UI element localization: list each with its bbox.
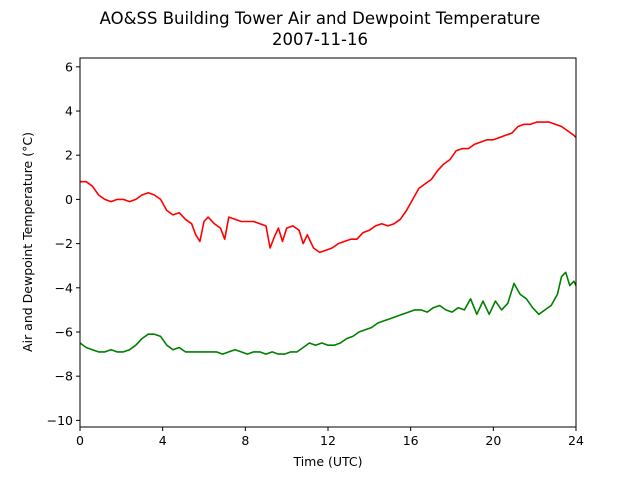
y-tick-label: 0 xyxy=(65,192,73,207)
y-tick-label: −8 xyxy=(55,369,73,384)
y-axis-label: Air and Dewpoint Temperature (°C) xyxy=(20,132,35,352)
x-tick-label: 12 xyxy=(320,433,336,448)
chart-subtitle: 2007-11-16 xyxy=(272,30,368,49)
series-line-1 xyxy=(79,271,577,355)
x-tick-label: 24 xyxy=(568,433,584,448)
y-tick-label: −6 xyxy=(55,324,73,339)
x-tick-label: 8 xyxy=(241,433,249,448)
x-tick-label: 0 xyxy=(76,433,84,448)
y-tick-label: 4 xyxy=(65,104,73,119)
series-layer xyxy=(79,121,577,355)
y-tick-label: 6 xyxy=(65,59,73,74)
chart-title: AO&SS Building Tower Air and Dewpoint Te… xyxy=(100,9,541,28)
y-tick-label: −2 xyxy=(55,236,73,251)
y-axis: −10 −8 −6 −4 −2 0 2 4 6 xyxy=(47,59,80,428)
plot-frame xyxy=(79,57,577,428)
series-line-0 xyxy=(80,121,577,254)
y-tick-label: −10 xyxy=(47,413,73,428)
x-tick-label: 16 xyxy=(403,433,419,448)
y-tick-label: 2 xyxy=(65,148,73,163)
x-axis-label: Time (UTC) xyxy=(292,454,362,469)
x-tick-label: 4 xyxy=(159,433,167,448)
x-axis: 0 4 8 12 16 20 24 xyxy=(76,427,584,448)
x-tick-label: 20 xyxy=(485,433,501,448)
y-tick-label: −4 xyxy=(55,280,73,295)
